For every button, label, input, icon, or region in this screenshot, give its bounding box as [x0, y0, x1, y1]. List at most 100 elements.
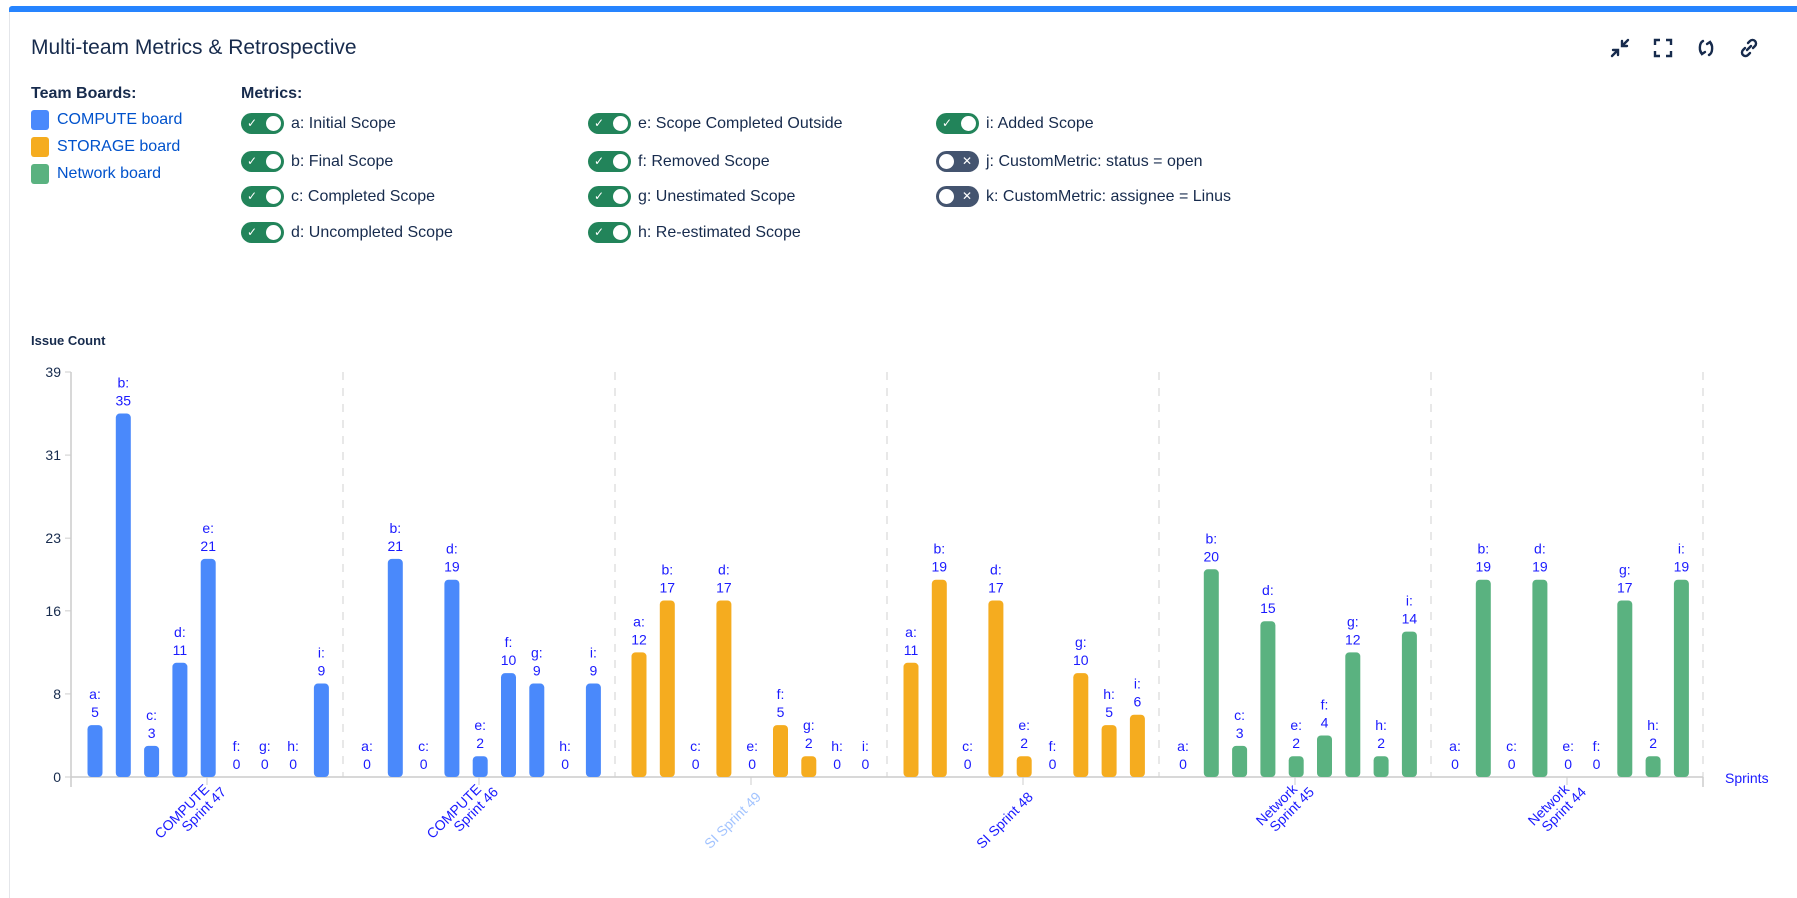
metric-toggle-a[interactable]: ✓	[241, 113, 284, 134]
data-label-value: 17	[716, 579, 732, 595]
data-label-key: h:	[1103, 686, 1115, 702]
check-icon: ✓	[247, 116, 258, 130]
team-boards-label: Team Boards:	[31, 85, 137, 102]
minimize-button[interactable]	[1606, 34, 1634, 62]
link-button[interactable]	[1735, 34, 1763, 62]
bar-i	[1129, 714, 1145, 777]
refresh-button[interactable]	[1692, 34, 1720, 62]
metric-label: f: Removed Scope	[638, 152, 770, 170]
data-label-value: 2	[476, 735, 484, 751]
data-label-value: 3	[148, 725, 156, 741]
metric-f: ✓ f: Removed Scope	[588, 151, 770, 172]
data-label-value: 12	[1345, 631, 1361, 647]
data-label-key: e:	[202, 520, 214, 536]
card-accent-bar	[9, 6, 1797, 12]
data-label-key: g:	[1347, 613, 1359, 629]
data-label-value: 4	[1321, 714, 1329, 730]
data-label-key: a:	[1449, 738, 1461, 754]
data-label-value: 0	[420, 756, 428, 772]
data-label-value: 0	[748, 756, 756, 772]
bar-d	[1260, 621, 1276, 777]
metric-toggle-d[interactable]: ✓	[241, 222, 284, 243]
refresh-icon	[1698, 39, 1714, 57]
data-label-key: a:	[361, 738, 373, 754]
bar-c	[144, 745, 160, 777]
x-tick-label-group: SI Sprint 49	[701, 788, 764, 851]
data-label-value: 0	[1049, 756, 1057, 772]
check-icon: ✓	[594, 225, 605, 239]
metric-toggle-b[interactable]: ✓	[241, 151, 284, 172]
metric-label: i: Added Scope	[986, 114, 1094, 132]
data-label-value: 10	[501, 652, 517, 668]
board-network[interactable]: Network board	[31, 164, 161, 184]
data-label-value: 19	[1532, 559, 1548, 575]
bar-d	[444, 579, 460, 777]
y-tick-label: 31	[45, 447, 61, 463]
data-label-key: b:	[1205, 530, 1217, 546]
metric-toggle-f[interactable]: ✓	[588, 151, 631, 172]
metric-toggle-c[interactable]: ✓	[241, 186, 284, 207]
metric-label: j: CustomMetric: status = open	[986, 152, 1203, 170]
metric-toggle-e[interactable]: ✓	[588, 113, 631, 134]
bar-e	[200, 558, 216, 777]
metric-b: ✓ b: Final Scope	[241, 151, 393, 172]
check-icon: ✓	[942, 116, 953, 130]
y-tick-label: 0	[53, 769, 61, 785]
bar-a	[631, 652, 647, 777]
data-label-value: 2	[1292, 735, 1300, 751]
data-label-value: 19	[932, 559, 948, 575]
bar-g	[1617, 600, 1633, 777]
bar-a	[87, 725, 103, 777]
data-label-key: c:	[1506, 738, 1517, 754]
toggle-knob	[613, 225, 628, 240]
metric-toggle-j[interactable]: ✕	[936, 151, 979, 172]
data-label-value: 11	[173, 642, 188, 658]
data-label-key: e:	[1290, 717, 1302, 733]
data-label-value: 0	[363, 756, 371, 772]
bar-e	[1288, 756, 1304, 777]
metric-label: d: Uncompleted Scope	[291, 223, 453, 241]
bar-d	[1532, 579, 1548, 777]
data-label-value: 19	[1674, 559, 1690, 575]
board-storage[interactable]: STORAGE board	[31, 137, 180, 157]
data-label-key: d:	[446, 541, 458, 557]
data-label-key: e:	[474, 717, 486, 733]
metric-label: g: Unestimated Scope	[638, 187, 796, 205]
y-tick-label: 8	[53, 686, 61, 702]
bar-d	[716, 600, 732, 777]
bar-e	[472, 756, 488, 777]
data-label-value: 0	[261, 756, 269, 772]
bar-f	[1317, 735, 1332, 777]
data-label-key: h:	[287, 738, 299, 754]
fullscreen-button[interactable]	[1649, 34, 1677, 62]
check-icon: ✓	[594, 154, 605, 168]
color-swatch	[31, 110, 49, 130]
y-axis-label: Issue Count	[31, 333, 106, 348]
data-label-key: f:	[1049, 738, 1057, 754]
metric-toggle-i[interactable]: ✓	[936, 113, 979, 134]
data-label-value: 0	[561, 756, 569, 772]
metric-k: ✕ k: CustomMetric: assignee = Linus	[936, 186, 1231, 207]
data-label-value: 0	[1508, 756, 1516, 772]
metric-d: ✓ d: Uncompleted Scope	[241, 222, 453, 243]
data-label-value: 3	[1236, 725, 1244, 741]
metric-label: c: Completed Scope	[291, 187, 436, 205]
data-label-value: 9	[590, 663, 598, 679]
metric-toggle-h[interactable]: ✓	[588, 222, 631, 243]
bar-h	[1101, 725, 1117, 777]
data-label-key: b:	[933, 541, 945, 557]
toggle-knob	[613, 154, 628, 169]
bar-i	[1401, 631, 1417, 777]
data-label-value: 2	[1649, 735, 1657, 751]
board-compute[interactable]: COMPUTE board	[31, 110, 182, 130]
metric-toggle-g[interactable]: ✓	[588, 186, 631, 207]
board-label: Network board	[57, 165, 162, 182]
data-label-value: 2	[1020, 735, 1028, 751]
data-label-key: c:	[690, 738, 701, 754]
check-icon: ✓	[247, 225, 258, 239]
metric-label: b: Final Scope	[291, 152, 394, 170]
data-label-key: h:	[831, 738, 843, 754]
metric-toggle-k[interactable]: ✕	[936, 186, 979, 207]
x-tick-label-group: SI Sprint 48	[973, 788, 1036, 851]
